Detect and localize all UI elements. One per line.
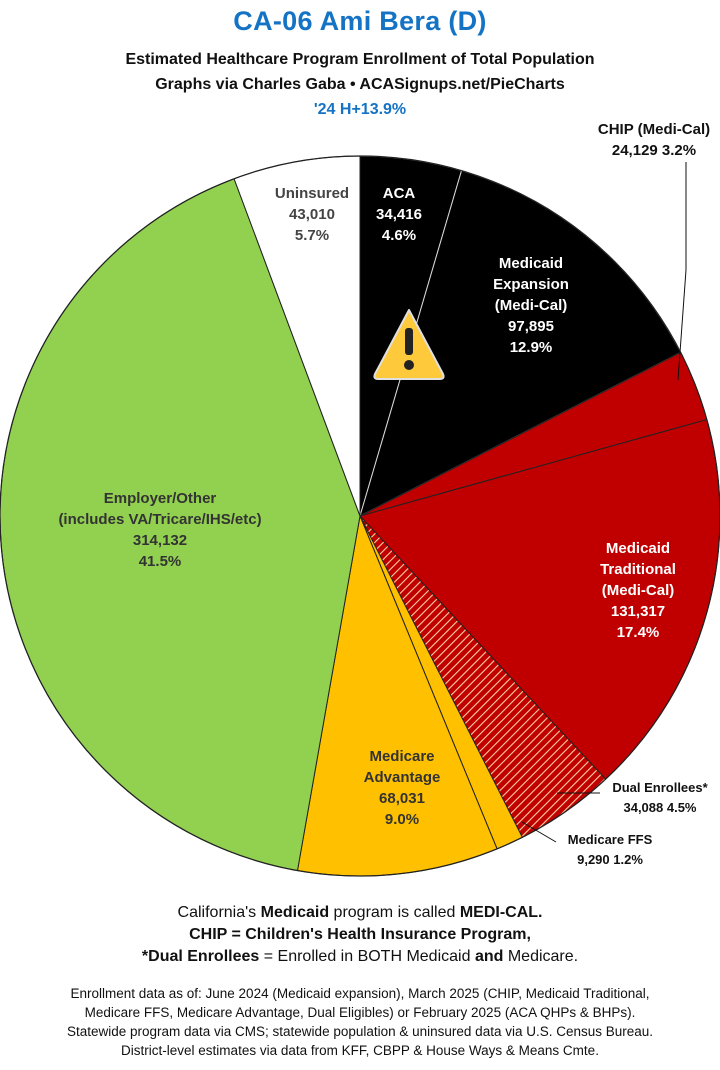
dual-enrollees-note: *Dual Enrollees = Enrolled in BOTH Medic… <box>141 948 579 965</box>
label-leader-line <box>521 821 557 843</box>
chart-subtitle: Estimated Healthcare Program Enrollment … <box>125 51 595 68</box>
slice-label-medicare-ffs: Medicare FFS 9,290 1.2% <box>568 832 653 867</box>
slice-label-employer-other-includes-va-tricare-ihs-etc: Employer/Other (includes VA/Tricare/IHS/e… <box>58 490 261 570</box>
slice-label-uninsured: Uninsured 43,010 5.7% <box>275 185 349 244</box>
footer-line-4: District-level estimates via data from K… <box>121 1043 599 1058</box>
footer-line-3: Statewide program data via CMS; statewid… <box>66 1024 654 1039</box>
slice-label-medicare-advantage: Medicare Advantage 68,031 9.0% <box>364 748 441 828</box>
warning-icon <box>373 309 445 380</box>
footer-line-1: Enrollment data as of: June 2024 (Medica… <box>70 986 650 1001</box>
slice-label-dual-enrollees: Dual Enrollees* 34,088 4.5% <box>612 780 708 815</box>
chart-title: CA-06 Ami Bera (D) <box>233 6 487 36</box>
slice-label-medicaid-traditional-medi-cal: Medicaid Traditional (Medi-Cal) 131,317 17.4… <box>600 540 676 641</box>
slice-label-chip-medi-cal: CHIP (Medi-Cal) 24,129 3.2% <box>598 121 710 159</box>
medi-cal-note: California's Medicaid program is called … <box>177 904 543 921</box>
slice-label-medicaid-expansion-medi-cal: Medicaid Expansion (Medi-Cal) 97,895 12.9% <box>493 255 569 356</box>
label-leader-line <box>677 162 687 381</box>
footer-line-2: Medicare FFS, Medicare Advantage, Dual E… <box>84 1005 636 1020</box>
chip-note: CHIP = Children's Health Insurance Progr… <box>189 926 531 943</box>
partisan-lean-tag: '24 H+13.9% <box>313 101 407 118</box>
chart-credit: Graphs via Charles Gaba • ACASignups.net… <box>155 76 565 93</box>
slice-label-aca: ACA 34,416 4.6% <box>376 185 422 244</box>
pie-outline <box>0 155 720 877</box>
